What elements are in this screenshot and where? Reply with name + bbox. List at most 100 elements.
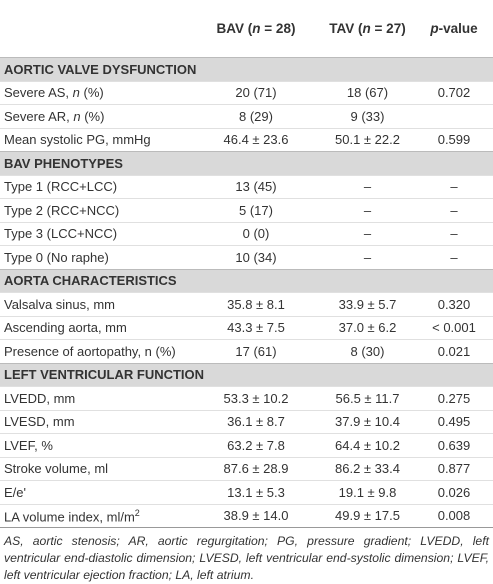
text-segment: = 28) bbox=[260, 21, 296, 36]
cell: 33.9 ± 5.7 bbox=[320, 292, 415, 316]
text-segment: 2 bbox=[134, 507, 140, 518]
section-row: LEFT VENTRICULAR FUNCTION bbox=[0, 362, 493, 387]
cell: 8 (30) bbox=[320, 339, 415, 363]
cell: 63.2 ± 7.8 bbox=[192, 433, 320, 457]
cell: 37.9 ± 10.4 bbox=[320, 409, 415, 434]
data-row: Type 3 (LCC+NCC) 0 (0) – – bbox=[0, 221, 493, 246]
data-row: Presence of aortopathy, n (%) 17 (61) 8 (3… bbox=[0, 339, 493, 363]
cell: 43.3 ± 7.5 bbox=[192, 315, 320, 340]
cell: 0.320 bbox=[415, 292, 493, 316]
cell: 53.3 ± 10.2 bbox=[192, 386, 320, 410]
cell: 8 (29) bbox=[192, 104, 320, 128]
text-segment: Severe AR, bbox=[4, 108, 74, 124]
cell: 36.1 ± 8.7 bbox=[192, 409, 320, 434]
row-label: Severe AR, n (%) bbox=[0, 104, 192, 128]
section-title: BAV PHENOTYPES bbox=[0, 151, 493, 175]
data-row: Type 1 (RCC+LCC) 13 (45) – – bbox=[0, 174, 493, 199]
row-label: LVEDD, mm bbox=[0, 386, 192, 410]
cell: 64.4 ± 10.2 bbox=[320, 433, 415, 457]
cell: 10 (34) bbox=[192, 245, 320, 269]
cell: 38.9 ± 14.0 bbox=[192, 503, 320, 528]
data-row: Type 0 (No raphe) 10 (34) – – bbox=[0, 245, 493, 269]
text-segment: LA volume index, ml/m bbox=[4, 508, 135, 524]
data-row: E/e' 13.1 ± 5.3 19.1 ± 9.8 0.026 bbox=[0, 480, 493, 504]
cell: – bbox=[320, 245, 415, 269]
data-row: Mean systolic PG, mmHg 46.4 ± 23.6 50.1 ± … bbox=[0, 127, 493, 152]
cell: 37.0 ± 6.2 bbox=[320, 315, 415, 340]
data-table: BAV (n = 28) TAV (n = 27) p-value AORTIC V… bbox=[0, 0, 493, 528]
header-cell bbox=[0, 0, 192, 58]
header-row: BAV (n = 28) TAV (n = 27) p-value bbox=[0, 0, 493, 58]
cell: 49.9 ± 17.5 bbox=[320, 503, 415, 528]
section-title: AORTA CHARACTERISTICS bbox=[0, 268, 493, 293]
section-row: AORTIC VALVE DYSFUNCTION bbox=[0, 57, 493, 81]
cell: 87.6 ± 28.9 bbox=[192, 456, 320, 481]
row-label: Type 1 (RCC+LCC) bbox=[0, 174, 192, 199]
cell: < 0.001 bbox=[415, 315, 493, 340]
text-segment: n bbox=[73, 108, 81, 124]
cell: 13.1 ± 5.3 bbox=[192, 480, 320, 504]
cell: 0.495 bbox=[415, 409, 493, 434]
cell: 0.008 bbox=[415, 503, 493, 528]
cell: 20 (71) bbox=[192, 80, 320, 105]
data-row: Valsalva sinus, mm 35.8 ± 8.1 33.9 ± 5.7 0.… bbox=[0, 292, 493, 316]
data-row: Ascending aorta, mm 43.3 ± 7.5 37.0 ± 6.2 <… bbox=[0, 315, 493, 340]
row-label: LA volume index, ml/m2 bbox=[0, 503, 192, 528]
cell: 0.599 bbox=[415, 127, 493, 152]
header-cell: p-value bbox=[415, 0, 493, 58]
cell: 0 (0) bbox=[192, 221, 320, 246]
data-row: Severe AS, n (%) 20 (71) 18 (67) 0.702 bbox=[0, 80, 493, 105]
cell: 18 (67) bbox=[320, 80, 415, 105]
text-segment: BAV ( bbox=[216, 21, 253, 36]
cell: 0.021 bbox=[415, 339, 493, 363]
cell: – bbox=[415, 245, 493, 269]
data-row: LVEF, % 63.2 ± 7.8 64.4 ± 10.2 0.639 bbox=[0, 433, 493, 457]
footnote: AS, aortic stenosis; AR, aortic regurgit… bbox=[4, 534, 489, 582]
row-label: Presence of aortopathy, n (%) bbox=[0, 339, 192, 363]
cell: 17 (61) bbox=[192, 339, 320, 363]
row-label: Severe AS, n (%) bbox=[0, 80, 192, 105]
text-segment: Severe AS, bbox=[4, 85, 73, 101]
data-row: Stroke volume, ml 87.6 ± 28.9 86.2 ± 33.4 0… bbox=[0, 456, 493, 481]
cell: – bbox=[320, 221, 415, 246]
cell: – bbox=[320, 198, 415, 222]
text-segment: (%) bbox=[79, 85, 104, 101]
cell: – bbox=[415, 198, 493, 222]
cell: 0.877 bbox=[415, 456, 493, 481]
text-segment: -value bbox=[438, 21, 478, 36]
row-label: Type 3 (LCC+NCC) bbox=[0, 221, 192, 246]
cell: 0.275 bbox=[415, 386, 493, 410]
cell: 19.1 ± 9.8 bbox=[320, 480, 415, 504]
data-row: LVESD, mm 36.1 ± 8.7 37.9 ± 10.4 0.495 bbox=[0, 409, 493, 434]
cell: 86.2 ± 33.4 bbox=[320, 456, 415, 481]
section-title: LEFT VENTRICULAR FUNCTION bbox=[0, 362, 493, 387]
cell: 56.5 ± 11.7 bbox=[320, 386, 415, 410]
cell: 0.702 bbox=[415, 80, 493, 105]
text-segment: n bbox=[72, 85, 80, 101]
data-row: LA volume index, ml/m2 38.9 ± 14.0 49.9 ± … bbox=[0, 503, 493, 528]
row-label: LVEF, % bbox=[0, 433, 192, 457]
cell: 46.4 ± 23.6 bbox=[192, 127, 320, 152]
cell: – bbox=[415, 174, 493, 199]
data-row: LVEDD, mm 53.3 ± 10.2 56.5 ± 11.7 0.275 bbox=[0, 386, 493, 410]
text-segment: n bbox=[362, 21, 371, 36]
row-label: Mean systolic PG, mmHg bbox=[0, 127, 192, 152]
cell: – bbox=[320, 174, 415, 199]
header-cell: BAV (n = 28) bbox=[192, 0, 320, 58]
section-row: BAV PHENOTYPES bbox=[0, 151, 493, 175]
cell: – bbox=[415, 221, 493, 246]
row-label: Type 2 (RCC+NCC) bbox=[0, 198, 192, 222]
text-segment: n bbox=[252, 21, 261, 36]
data-row: Type 2 (RCC+NCC) 5 (17) – – bbox=[0, 198, 493, 222]
cell: 13 (45) bbox=[192, 174, 320, 199]
cell: 0.639 bbox=[415, 433, 493, 457]
row-label: Type 0 (No raphe) bbox=[0, 245, 192, 269]
row-label: Stroke volume, ml bbox=[0, 456, 192, 481]
cell: 9 (33) bbox=[320, 104, 415, 128]
text-segment: TAV ( bbox=[329, 21, 363, 36]
cell: 35.8 ± 8.1 bbox=[192, 292, 320, 316]
cell: 50.1 ± 22.2 bbox=[320, 127, 415, 152]
data-row: Severe AR, n (%) 8 (29) 9 (33) bbox=[0, 104, 493, 128]
table-body: AORTIC VALVE DYSFUNCTION Severe AS, n (%)… bbox=[0, 57, 493, 528]
